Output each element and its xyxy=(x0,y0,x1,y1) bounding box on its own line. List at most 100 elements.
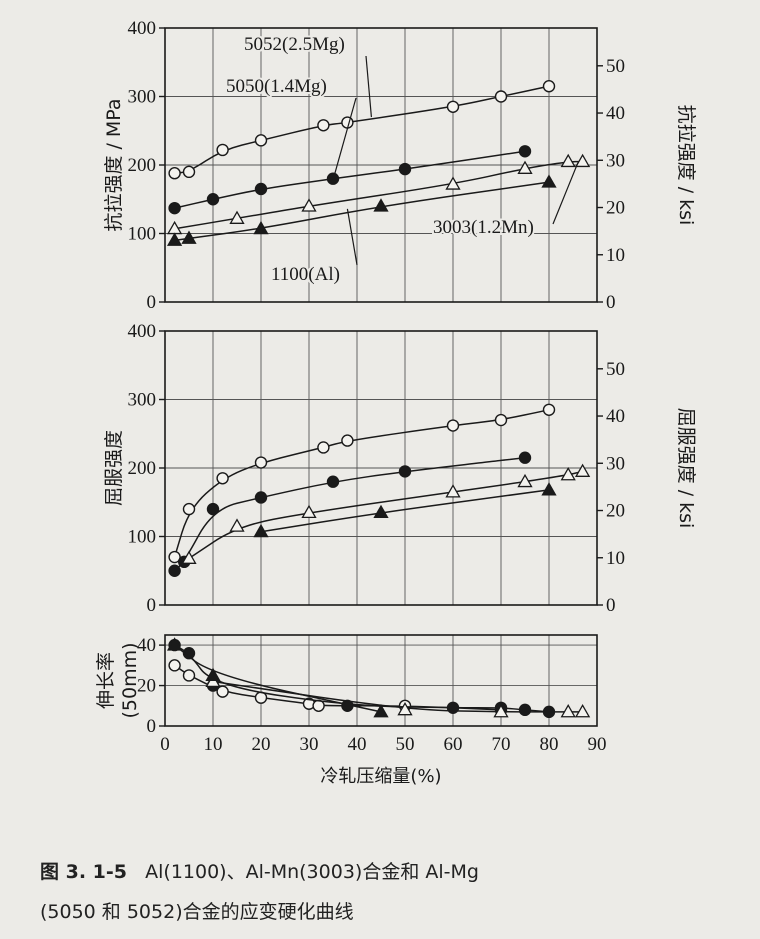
y-tick-label: 400 xyxy=(128,321,157,342)
data-point xyxy=(518,451,532,464)
data-point xyxy=(206,502,220,516)
y-right-tick-label: 50 xyxy=(606,359,625,380)
data-point xyxy=(517,473,533,488)
data-point xyxy=(216,143,229,157)
series-4 xyxy=(253,482,557,538)
panel-3: 0 20 40 0 10 20 30 40 50 60 70 80 90 伸长率 (50mm) 冷轧压缩量(%… xyxy=(95,634,607,787)
data-point xyxy=(216,685,229,698)
y-tick-label: 200 xyxy=(128,155,157,176)
data-point xyxy=(253,220,269,235)
data-point xyxy=(254,182,268,196)
data-point xyxy=(373,504,389,519)
plot-frame xyxy=(164,634,598,727)
x-tick-label: 70 xyxy=(492,734,511,755)
data-point xyxy=(445,176,461,190)
y-tick-label: 0 xyxy=(147,595,157,616)
data-point xyxy=(373,198,389,212)
data-point xyxy=(574,704,591,718)
data-point xyxy=(317,119,330,132)
data-point xyxy=(182,669,196,682)
x-tick-label: 40 xyxy=(348,734,367,755)
annotation-leader xyxy=(346,208,358,266)
data-point xyxy=(326,475,340,488)
data-point xyxy=(166,637,183,651)
series-1 xyxy=(168,403,556,564)
series-label: 5050(1.4Mg) xyxy=(226,76,327,97)
data-point xyxy=(254,134,268,147)
series-2 xyxy=(168,638,556,719)
series-line xyxy=(174,181,550,242)
series-label: 1100(Al) xyxy=(271,264,340,285)
data-point xyxy=(341,116,354,129)
y-tick-label: 400 xyxy=(128,18,157,39)
x-tick-label: 50 xyxy=(396,734,415,755)
y-axis-label: 伸长率 xyxy=(95,652,117,709)
y-right-tick-label: 10 xyxy=(606,548,625,569)
series-1 xyxy=(168,80,556,180)
data-point xyxy=(168,201,181,215)
y-right-tick-label: 20 xyxy=(606,501,625,522)
data-point xyxy=(253,523,269,538)
data-point xyxy=(216,472,229,485)
y-tick-label: 100 xyxy=(128,527,157,548)
data-point xyxy=(397,702,413,716)
data-point xyxy=(168,659,181,672)
x-tick-label: 80 xyxy=(540,734,559,755)
data-point xyxy=(341,434,354,447)
x-tick-label: 90 xyxy=(588,734,607,755)
series-4 xyxy=(166,174,557,246)
y-tick-label: 300 xyxy=(128,87,157,108)
y-axis-label: 抗拉强度 / MPa xyxy=(103,98,125,231)
y-right-tick-label: 0 xyxy=(606,595,616,616)
data-point xyxy=(181,550,197,564)
data-point xyxy=(541,174,557,188)
y-right-tick-label: 50 xyxy=(606,56,625,77)
series-line xyxy=(212,680,583,713)
annotation-leader xyxy=(552,162,579,225)
y-right-axis-label: 抗拉强度 / ksi xyxy=(675,105,697,226)
x-tick-label: 10 xyxy=(204,734,223,755)
series-3 xyxy=(166,153,591,235)
data-point xyxy=(373,704,389,718)
data-point xyxy=(301,198,317,212)
data-point xyxy=(517,160,533,174)
annotation-leader xyxy=(365,55,372,118)
data-point xyxy=(518,703,532,717)
data-point xyxy=(229,518,245,532)
series-line xyxy=(173,409,550,558)
y-right-tick-label: 30 xyxy=(606,150,625,171)
y-right-tick-label: 40 xyxy=(606,103,625,124)
panel-1: 0 100 200 300 400 0 10 20 30 40 50 抗拉强度 / MPa 抗拉强度 /… xyxy=(103,18,697,313)
panel-2: 0 100 200 300 400 0 10 20 30 40 50 屈服强度 屈服强度 / ksi xyxy=(103,321,697,616)
data-point xyxy=(254,491,268,504)
series-annotations: 5052(2.5Mg) 5050(1.4Mg) 3003(1.2Mn) 1100(Al… xyxy=(224,32,579,287)
x-tick-label: 30 xyxy=(300,734,319,755)
data-point xyxy=(518,145,532,158)
y-right-axis-label: 屈服强度 / ksi xyxy=(675,408,697,529)
figure-caption: 图 3. 1-5 Al(1100)、Al-Mn(3003)合金和 Al-Mg (… xyxy=(40,852,740,932)
data-point xyxy=(574,463,591,477)
annotation-leader xyxy=(332,97,357,181)
data-point xyxy=(560,153,576,168)
data-point xyxy=(494,90,508,103)
data-point xyxy=(493,704,509,718)
y-tick-label: 100 xyxy=(128,224,157,245)
data-point xyxy=(229,210,245,224)
data-point xyxy=(168,550,181,564)
data-point xyxy=(206,193,220,206)
y-right-tick-label: 20 xyxy=(606,198,625,219)
y-right-tick-label: 0 xyxy=(606,292,616,313)
x-tick-label: 60 xyxy=(444,734,463,755)
x-axis-label: 冷轧压缩量(%) xyxy=(320,766,441,787)
caption-line-1: 图 3. 1-5 Al(1100)、Al-Mn(3003)合金和 Al-Mg xyxy=(40,852,740,892)
y-tick-label: 0 xyxy=(147,292,157,313)
data-point xyxy=(317,441,330,454)
y-tick-label: 200 xyxy=(128,458,157,479)
data-point xyxy=(254,456,268,469)
data-point xyxy=(445,484,461,498)
data-point xyxy=(560,467,576,481)
data-point xyxy=(205,667,221,681)
y-right-tick-label: 10 xyxy=(606,245,625,266)
